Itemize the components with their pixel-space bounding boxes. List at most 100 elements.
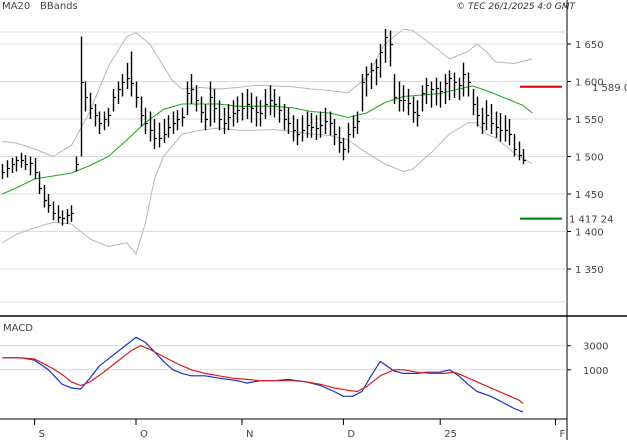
- macd-title: MACD: [3, 323, 33, 334]
- price-bar: [472, 89, 476, 116]
- x-tick-label: D: [347, 429, 355, 440]
- price-bar: [389, 30, 393, 67]
- price-bar: [112, 89, 116, 112]
- price-bar: [467, 72, 471, 97]
- price-bar: [158, 122, 162, 148]
- price-bar: [287, 107, 291, 134]
- price-bar: [75, 156, 79, 172]
- resistance-level-label: 1 589 0: [592, 83, 627, 94]
- price-bar: [338, 126, 342, 153]
- price-bar: [306, 111, 310, 138]
- price-tick-label: 1 400: [575, 228, 604, 239]
- price-bar: [126, 62, 130, 89]
- legend-ma20: MA20: [2, 1, 30, 12]
- x-tick-label: O: [140, 429, 148, 440]
- price-bar: [425, 77, 429, 104]
- price-bar: [57, 205, 61, 223]
- price-bar: [361, 74, 365, 112]
- axis-labels: 1 350 1 400 1 450 1 500 1 550 1 600 1 650 1000 3…: [34, 40, 608, 440]
- price-bar: [70, 205, 74, 222]
- price-bar: [310, 113, 314, 138]
- price-bar: [439, 81, 443, 108]
- bband-upper-line: [2, 28, 533, 157]
- price-bar: [393, 74, 397, 104]
- price-bar: [250, 92, 254, 123]
- price-bar: [34, 158, 38, 179]
- price-bar: [172, 111, 176, 134]
- price-bar: [135, 81, 139, 108]
- price-bar: [117, 81, 121, 104]
- price-bar: [522, 149, 526, 164]
- price-bar: [453, 72, 457, 98]
- price-bars: [1, 29, 526, 226]
- price-bar: [407, 89, 411, 116]
- price-bar: [223, 107, 227, 134]
- price-bar: [209, 81, 213, 127]
- price-bar: [38, 171, 42, 194]
- price-bar: [508, 119, 512, 146]
- price-bar: [11, 158, 15, 173]
- price-bar: [301, 115, 305, 142]
- macd-line: [2, 336, 524, 413]
- price-bar: [333, 119, 337, 146]
- price-bar: [94, 104, 98, 127]
- price-tick-label: 1 650: [575, 40, 604, 51]
- price-bar: [259, 100, 263, 127]
- price-bar: [218, 100, 222, 131]
- price-tick-label: 1 350: [575, 265, 604, 276]
- price-bar: [375, 59, 379, 86]
- price-bar: [1, 164, 5, 179]
- price-bar: [476, 96, 480, 127]
- price-bar: [324, 107, 328, 134]
- price-bar: [273, 89, 277, 118]
- bollinger-bands: [2, 28, 533, 255]
- macd-tick-label: 1000: [583, 366, 608, 377]
- price-tick-label: 1 500: [575, 153, 604, 164]
- price-bar: [149, 111, 153, 142]
- price-bar: [80, 36, 84, 157]
- price-bar: [283, 104, 287, 131]
- price-bar: [52, 201, 56, 221]
- price-bar: [107, 107, 111, 127]
- price-bar: [6, 160, 10, 178]
- price-bar: [47, 194, 51, 213]
- price-bar: [448, 70, 452, 101]
- price-bar: [319, 111, 323, 138]
- price-bar: [504, 115, 508, 142]
- price-bar: [490, 104, 494, 134]
- price-bar: [365, 66, 369, 97]
- price-bar: [430, 81, 434, 108]
- price-bar: [278, 96, 282, 123]
- legend-bbands: BBands: [40, 1, 78, 12]
- support-level-label: 1 417 24: [569, 215, 614, 226]
- price-bar: [213, 89, 217, 123]
- price-bar: [296, 119, 300, 146]
- price-bar: [444, 74, 448, 104]
- price-bar: [412, 96, 416, 123]
- price-bar: [342, 137, 346, 161]
- price-bar: [144, 107, 148, 134]
- price-bar: [370, 62, 374, 89]
- price-bar: [347, 122, 351, 153]
- price-bar: [495, 111, 499, 138]
- macd-series: [2, 336, 524, 413]
- price-bar: [163, 119, 167, 143]
- price-bar: [43, 185, 47, 208]
- price-bar: [462, 62, 466, 97]
- price-bar: [481, 107, 485, 134]
- copyright-timestamp: © TEC 26/1/2025 4:0 GMT: [456, 2, 576, 12]
- price-tick-label: 1 550: [575, 115, 604, 126]
- price-bar: [236, 96, 240, 123]
- price-bar: [176, 110, 180, 131]
- x-tick-label: 25: [444, 429, 457, 440]
- price-bar: [232, 100, 236, 127]
- price-bar: [416, 100, 420, 127]
- price-bar: [186, 81, 190, 116]
- price-bar: [61, 210, 65, 226]
- price-bar: [89, 92, 93, 119]
- price-bar: [315, 115, 319, 140]
- price-bar: [181, 107, 185, 127]
- price-bar: [255, 96, 259, 127]
- x-tick-label: S: [39, 429, 45, 440]
